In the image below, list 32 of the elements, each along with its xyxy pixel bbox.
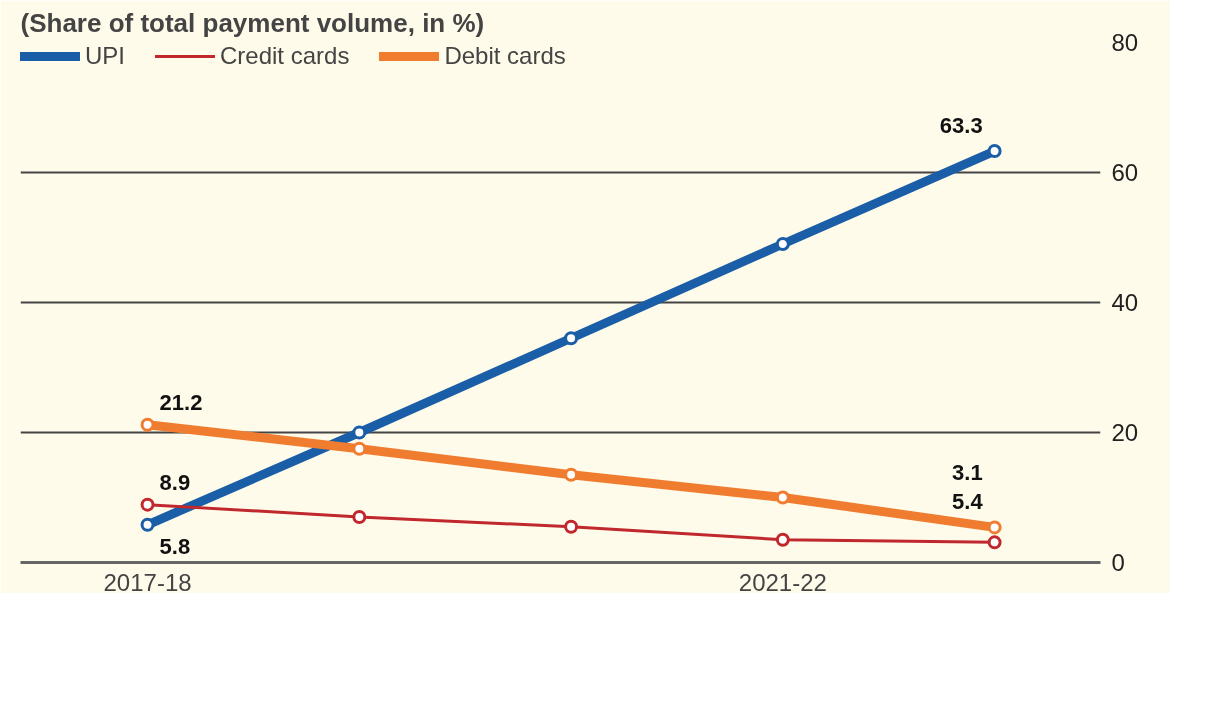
y-tick-label: 0 bbox=[1111, 549, 1125, 576]
y-tick-label: 80 bbox=[1111, 29, 1139, 56]
legend-label: Credit cards bbox=[220, 42, 350, 70]
point bbox=[775, 490, 790, 505]
data-label: 5.4 bbox=[952, 488, 984, 514]
data-label: 8.9 bbox=[159, 470, 191, 496]
x-tick-label: 2017-18 bbox=[103, 568, 192, 596]
point bbox=[987, 535, 1002, 550]
point bbox=[564, 331, 579, 346]
chart-title: (Share of total payment volume, in %) bbox=[20, 7, 485, 38]
point bbox=[987, 520, 1002, 535]
point bbox=[140, 517, 155, 532]
point bbox=[564, 467, 579, 482]
point bbox=[987, 144, 1002, 159]
y-tick-label: 40 bbox=[1111, 289, 1139, 316]
data-label: 3.1 bbox=[952, 459, 983, 485]
point bbox=[140, 497, 155, 512]
legend-label: UPI bbox=[85, 42, 126, 70]
y-tick-label: 20 bbox=[1111, 419, 1139, 446]
point bbox=[352, 425, 367, 440]
point bbox=[775, 237, 790, 251]
point bbox=[352, 441, 367, 456]
legend-label: Debit cards bbox=[444, 42, 566, 70]
y-tick-label: 60 bbox=[1111, 159, 1139, 186]
point bbox=[564, 519, 579, 534]
x-tick-label: 2021-22 bbox=[738, 568, 827, 596]
data-label: 63.3 bbox=[939, 112, 983, 138]
point bbox=[352, 510, 367, 524]
data-label: 5.8 bbox=[159, 534, 191, 560]
point bbox=[140, 417, 155, 432]
data-label: 21.2 bbox=[159, 390, 203, 416]
point bbox=[775, 532, 790, 547]
